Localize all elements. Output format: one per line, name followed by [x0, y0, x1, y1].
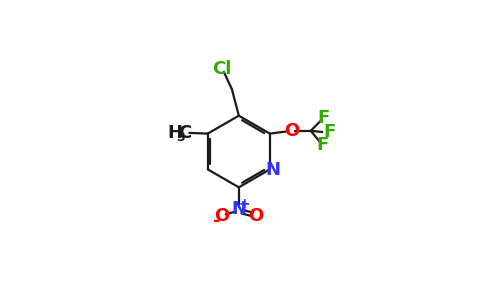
Text: F: F: [323, 123, 335, 141]
Text: N: N: [231, 200, 246, 218]
Text: O: O: [248, 207, 264, 225]
Text: O: O: [214, 207, 229, 225]
Text: Cl: Cl: [212, 61, 231, 79]
Text: 3: 3: [176, 131, 185, 145]
Text: F: F: [316, 136, 328, 154]
Text: +: +: [238, 197, 250, 211]
Text: O: O: [284, 122, 300, 140]
Text: F: F: [318, 109, 330, 127]
Text: H: H: [167, 124, 182, 142]
Text: C: C: [179, 124, 192, 142]
Text: N: N: [266, 161, 281, 179]
Text: -: -: [212, 212, 220, 230]
